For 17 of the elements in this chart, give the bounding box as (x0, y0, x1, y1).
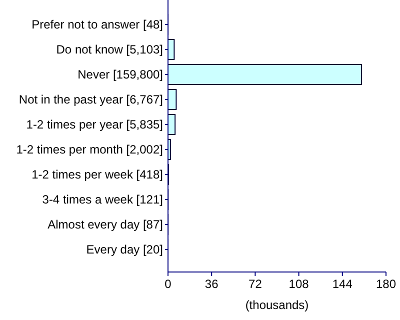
x-tick-label: 36 (204, 277, 219, 291)
y-tick-label: Never [159,800] (78, 68, 163, 82)
y-tick-label: 3-4 times a week [121] (42, 192, 163, 207)
x-tick-label: 144 (332, 277, 353, 291)
x-tick-label: 72 (248, 277, 262, 291)
y-tick-label: Not in the past year [6,767] (18, 92, 163, 107)
y-tick-label: Almost every day [87] (48, 218, 163, 232)
x-tick-label: 108 (288, 277, 310, 291)
x-axis-title: (thousands) (245, 298, 309, 312)
y-tick-label: 1-2 times per year [5,835] (26, 118, 163, 132)
y-tick-label: Do not know [5,103] (56, 42, 163, 57)
y-tick-label: 1-2 times per month [2,002] (16, 142, 163, 157)
y-tick-label: Every day [20] (86, 242, 163, 257)
x-tick-label: 0 (164, 277, 172, 291)
y-tick-label: 1-2 times per week [418] (32, 168, 163, 182)
x-tick-label: 180 (376, 277, 396, 291)
y-tick-label: Prefer not to answer [48] (32, 18, 163, 32)
